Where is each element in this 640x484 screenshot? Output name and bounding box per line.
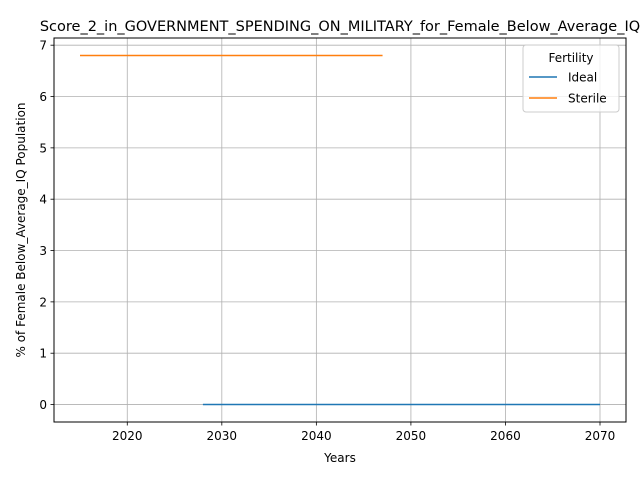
chart-title: Score_2_in_GOVERNMENT_SPENDING_ON_MILITA…	[40, 19, 640, 35]
x-tick-label: 2060	[490, 429, 521, 443]
x-axis-label: Years	[323, 451, 356, 465]
y-tick-label: 5	[39, 141, 47, 155]
series-lines	[80, 54, 600, 406]
x-tick-label: 2070	[585, 429, 616, 443]
y-tick-label: 0	[39, 398, 47, 412]
legend: Fertility Ideal Sterile	[522, 44, 620, 113]
y-tick-label: 6	[39, 90, 47, 104]
y-tick-label: 4	[39, 193, 47, 207]
x-axis: 2020 2030 2040 2050 2060 2070	[112, 422, 615, 443]
x-tick-label: 2020	[112, 429, 143, 443]
legend-items: Ideal Sterile	[529, 71, 607, 106]
y-tick-label: 1	[39, 347, 47, 361]
x-tick-label: 2040	[301, 429, 332, 443]
x-tick-label: 2050	[396, 429, 427, 443]
y-tick-label: 7	[39, 39, 47, 53]
y-axis-label: % of Female Below_Average_IQ Population	[14, 102, 28, 357]
legend-frame	[522, 44, 620, 113]
legend-label-ideal: Ideal	[568, 71, 597, 85]
plot-frame	[53, 37, 627, 423]
legend-label-sterile: Sterile	[568, 92, 607, 106]
y-tick-label: 2	[39, 295, 47, 309]
legend-title: Fertility	[548, 51, 593, 65]
y-tick-label: 3	[39, 244, 47, 258]
y-axis: 0 1 2 3 4 5 6 7	[39, 39, 54, 412]
x-tick-label: 2030	[207, 429, 238, 443]
